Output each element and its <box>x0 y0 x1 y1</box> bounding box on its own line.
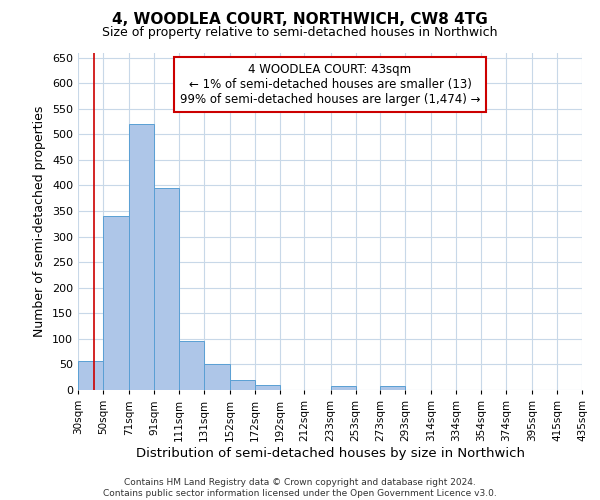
Bar <box>103 216 129 390</box>
Bar <box>129 124 154 390</box>
Bar <box>154 188 179 390</box>
Bar <box>203 364 230 390</box>
Bar <box>255 385 280 390</box>
X-axis label: Distribution of semi-detached houses by size in Northwich: Distribution of semi-detached houses by … <box>136 446 524 460</box>
Text: 4 WOODLEA COURT: 43sqm
← 1% of semi-detached houses are smaller (13)
99% of semi: 4 WOODLEA COURT: 43sqm ← 1% of semi-deta… <box>180 62 480 106</box>
Text: Contains HM Land Registry data © Crown copyright and database right 2024.
Contai: Contains HM Land Registry data © Crown c… <box>103 478 497 498</box>
Text: 4, WOODLEA COURT, NORTHWICH, CW8 4TG: 4, WOODLEA COURT, NORTHWICH, CW8 4TG <box>112 12 488 28</box>
Bar <box>331 386 356 390</box>
Bar <box>380 386 405 390</box>
Bar <box>179 342 203 390</box>
Bar <box>78 361 103 390</box>
Y-axis label: Number of semi-detached properties: Number of semi-detached properties <box>34 106 46 337</box>
Bar <box>582 388 600 390</box>
Text: Size of property relative to semi-detached houses in Northwich: Size of property relative to semi-detach… <box>102 26 498 39</box>
Bar <box>230 380 255 390</box>
